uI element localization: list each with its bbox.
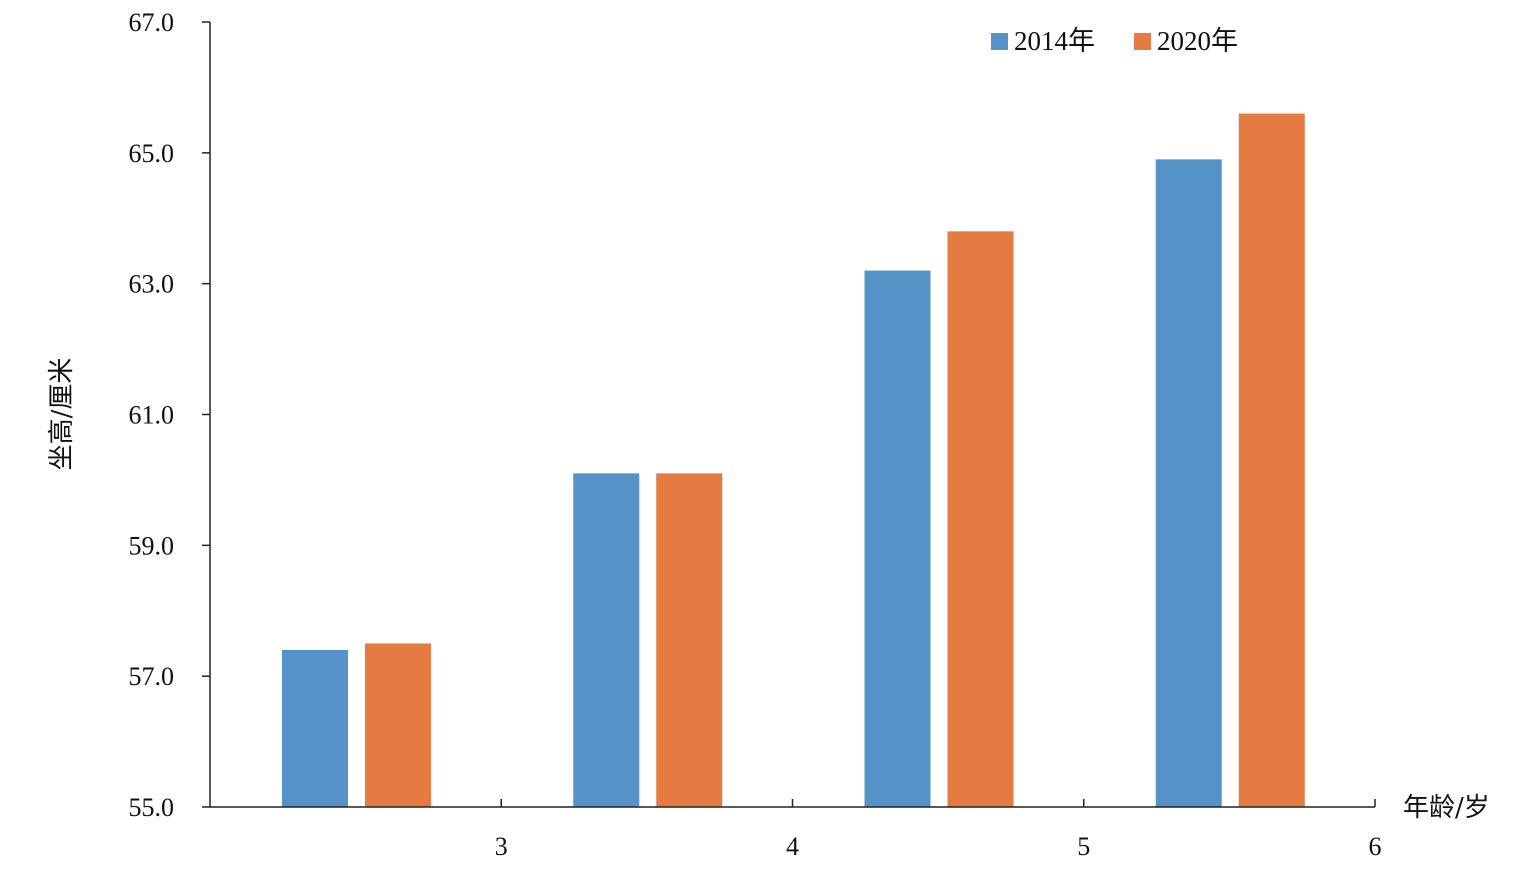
legend-label-2020年: 2020年: [1157, 26, 1238, 56]
bars-group: [282, 113, 1305, 808]
x-tick-label: 6: [1369, 832, 1382, 861]
y-tick-label: 63.0: [129, 270, 175, 299]
legend-swatch-2020年: [1134, 33, 1151, 50]
x-tick-label: 4: [786, 832, 799, 861]
y-axis-label: 坐高/厘米: [47, 358, 77, 471]
legend-swatch-2014年: [991, 33, 1008, 50]
y-tick-label: 61.0: [129, 401, 175, 430]
bar-2020年-4: [656, 473, 723, 807]
bar-2020年-3: [365, 643, 431, 807]
y-tick-label: 57.0: [129, 662, 175, 691]
x-tick-label: 5: [1077, 832, 1090, 861]
bar-2020年-6: [1238, 113, 1305, 808]
bar-2014年-4: [573, 473, 640, 807]
legend: 2014年 2020年: [991, 26, 1238, 56]
x-tick-label: 3: [495, 832, 508, 861]
legend-label-2014年: 2014年: [1014, 26, 1095, 56]
bar-2014年-6: [1155, 159, 1222, 807]
y-tick-label: 67.0: [129, 8, 175, 37]
x-axis-label: 年龄/岁: [1403, 793, 1490, 823]
bar-2014年-5: [864, 270, 931, 807]
bar-2020年-5: [947, 231, 1014, 808]
y-axis: 55.0 57.0 59.0 61.0 63.0 65.0 67.0: [129, 8, 211, 822]
y-tick-label: 59.0: [129, 531, 175, 560]
y-tick-label: 55.0: [129, 793, 175, 822]
bar-2014年-3: [282, 650, 348, 807]
y-tick-label: 65.0: [129, 139, 175, 168]
x-axis: 3 4 5 6: [210, 799, 1382, 861]
